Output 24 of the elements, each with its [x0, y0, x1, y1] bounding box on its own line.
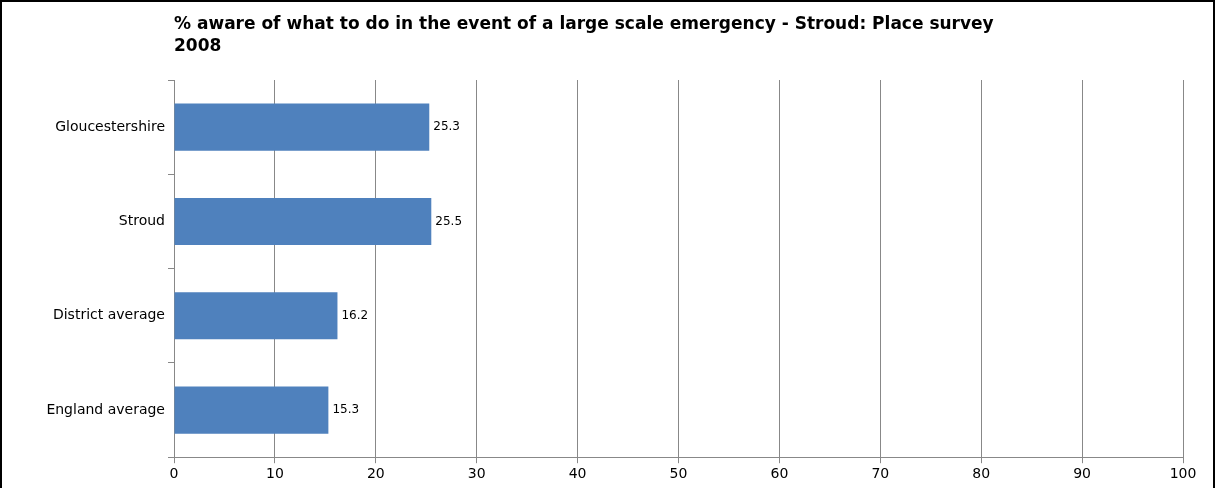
x-tick-label: 80 [972, 465, 991, 482]
bar [174, 103, 430, 151]
y-tick-label: Stroud [118, 212, 165, 229]
x-tick-label: 40 [568, 465, 587, 482]
y-tick-label: District average [52, 306, 165, 323]
x-tick-label: 70 [871, 465, 890, 482]
x-tick-label: 20 [366, 465, 385, 482]
x-tick-label: 0 [169, 465, 179, 482]
y-tick-label: England average [46, 400, 165, 417]
data-label: 15.3 [332, 402, 360, 417]
data-label: 25.3 [433, 119, 460, 134]
data-label: 25.5 [435, 213, 463, 228]
y-tick-label: Gloucestershire [55, 117, 165, 134]
bar [174, 386, 329, 434]
x-tick-label: 60 [770, 465, 789, 482]
x-tick-label: 10 [265, 465, 284, 482]
x-tick-label: 90 [1073, 465, 1092, 482]
x-tick-label: 100 [1169, 465, 1197, 482]
x-tick-label: 50 [669, 465, 688, 482]
bar [174, 197, 432, 246]
x-tick-label: 30 [467, 465, 486, 482]
bar [174, 292, 338, 340]
chart-title: % aware of what to do in the event of a large scale emergency - Stroud: Place survey 2008 [174, 12, 995, 56]
data-label: 16.2 [341, 307, 369, 322]
